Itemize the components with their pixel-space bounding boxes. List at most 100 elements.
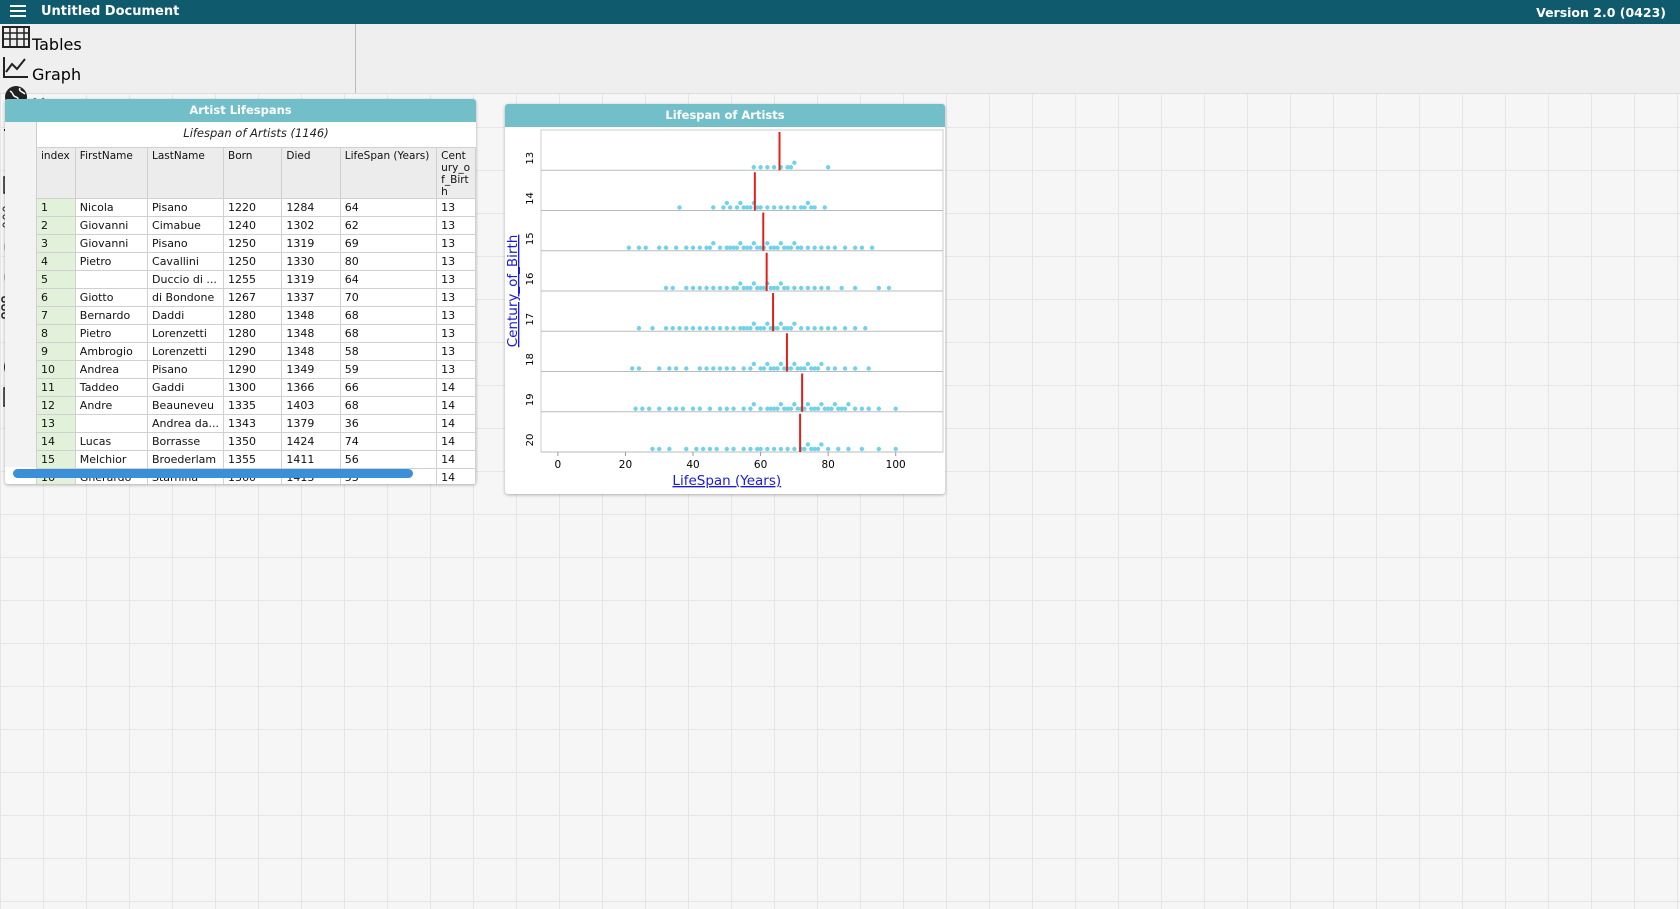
- table-cell: 15: [36, 450, 76, 469]
- dot: [755, 326, 760, 331]
- dot: [802, 366, 807, 371]
- tile-title[interactable]: Artist Lifespans: [5, 99, 476, 122]
- dot: [785, 205, 790, 210]
- table-cell: 1267: [222, 288, 283, 307]
- table-cell: [74, 270, 149, 289]
- dot: [677, 326, 682, 331]
- dot: [761, 326, 767, 331]
- table-cell: 1335: [222, 396, 283, 415]
- table-cell: 70: [339, 288, 438, 307]
- table-cell: 64: [339, 198, 438, 217]
- column-header[interactable]: Died: [281, 147, 341, 199]
- table-cell: 13: [436, 306, 476, 325]
- dot: [792, 160, 797, 165]
- dot: [633, 406, 638, 411]
- dot: [697, 245, 702, 250]
- table-cell: 14: [436, 396, 476, 415]
- dot: [741, 326, 746, 331]
- x-tick-label: 40: [686, 459, 699, 471]
- dot: [755, 446, 760, 452]
- tile-title[interactable]: Lifespan of Artists: [505, 104, 945, 127]
- dot: [863, 326, 868, 331]
- dot: [741, 285, 746, 291]
- dot: [684, 245, 689, 250]
- dot: [782, 406, 787, 411]
- table-cell: 1250: [222, 252, 283, 271]
- dot: [792, 241, 797, 246]
- dot: [744, 205, 750, 210]
- graph: 13 14 15 16 17 18 19 20 0 20 40 60 80 100 LifeSpan (Ye…: [505, 129, 944, 489]
- y-axis-label[interactable]: Century_of_Birth: [505, 235, 521, 348]
- dot: [711, 366, 716, 371]
- table-cell: 9: [36, 342, 76, 361]
- table-cell: 14: [36, 432, 76, 451]
- column-header[interactable]: LastName: [147, 147, 224, 199]
- dot: [782, 326, 787, 331]
- column-header[interactable]: Born: [222, 147, 283, 199]
- scrollbar[interactable]: [13, 469, 413, 478]
- column-header[interactable]: FirstName: [74, 147, 149, 199]
- toolbar-button[interactable]: Tables: [0, 24, 1680, 54]
- table-cell: 13: [436, 342, 476, 361]
- dot: [836, 406, 841, 411]
- dot: [812, 366, 817, 371]
- dot: [765, 361, 770, 367]
- dot: [690, 285, 696, 291]
- table-row: 10 Andrea Pisano 1290 1349 59 13: [36, 360, 476, 379]
- x-axis-label[interactable]: LifeSpan (Years): [672, 473, 781, 489]
- dot: [748, 285, 753, 291]
- dot: [731, 446, 736, 452]
- dot: [819, 326, 824, 331]
- table-cell: di Bondone: [147, 288, 224, 307]
- dot: [667, 446, 672, 452]
- column-header[interactable]: Century_of_Birth: [436, 147, 476, 199]
- dot: [768, 326, 773, 331]
- table-cell: 14: [436, 450, 476, 469]
- dot: [846, 446, 851, 452]
- dot: [809, 446, 814, 452]
- dot: [778, 321, 784, 326]
- table-row: 15 Melchior Broederlam 1355 1411 56 14: [36, 450, 476, 469]
- table-cell: Andrea da...: [147, 414, 224, 433]
- title-bar: Untitled Document Version 2.0 (0423): [0, 0, 1680, 24]
- column-header[interactable]: LifeSpan (Years): [339, 147, 438, 199]
- table-cell: 1355: [222, 450, 283, 469]
- dot: [724, 245, 729, 250]
- table-cell: Andre: [74, 396, 149, 415]
- dot: [755, 245, 760, 250]
- dot: [876, 285, 882, 291]
- table-row: 14 Lucas Borrasse 1350 1424 74 14: [36, 432, 476, 451]
- table-cell: 13: [436, 216, 476, 235]
- menu-icon[interactable]: [9, 3, 29, 19]
- dot: [677, 205, 682, 210]
- dot: [650, 326, 655, 331]
- table-cell: Nicola: [74, 198, 149, 217]
- table-cell: 12: [36, 396, 76, 415]
- dot: [809, 406, 814, 411]
- dot: [805, 245, 811, 250]
- table-cell: Cimabue: [147, 216, 224, 235]
- table-row: 9 Ambrogio Lorenzetti 1290 1348 58 13: [36, 342, 476, 361]
- dot: [684, 366, 689, 371]
- toolbar-button[interactable]: Graph: [0, 54, 1680, 84]
- dot: [765, 321, 770, 326]
- column-header[interactable]: index: [36, 147, 76, 199]
- dot: [724, 366, 729, 371]
- dot: [778, 281, 784, 286]
- dot: [751, 241, 757, 246]
- dot: [842, 326, 848, 331]
- table-cell: 5: [36, 270, 76, 289]
- table-cell: 1290: [222, 342, 283, 361]
- dot: [748, 366, 753, 371]
- table-cell: 59: [339, 360, 438, 379]
- dot: [663, 285, 669, 291]
- table-cell: 1240: [222, 216, 283, 235]
- dot: [859, 446, 865, 452]
- dot: [694, 446, 699, 452]
- dot: [852, 245, 858, 250]
- document-title[interactable]: Untitled Document: [41, 4, 180, 19]
- dot: [788, 326, 794, 331]
- x-tick-label: 20: [619, 459, 632, 471]
- dot: [809, 205, 814, 210]
- dot: [707, 245, 713, 250]
